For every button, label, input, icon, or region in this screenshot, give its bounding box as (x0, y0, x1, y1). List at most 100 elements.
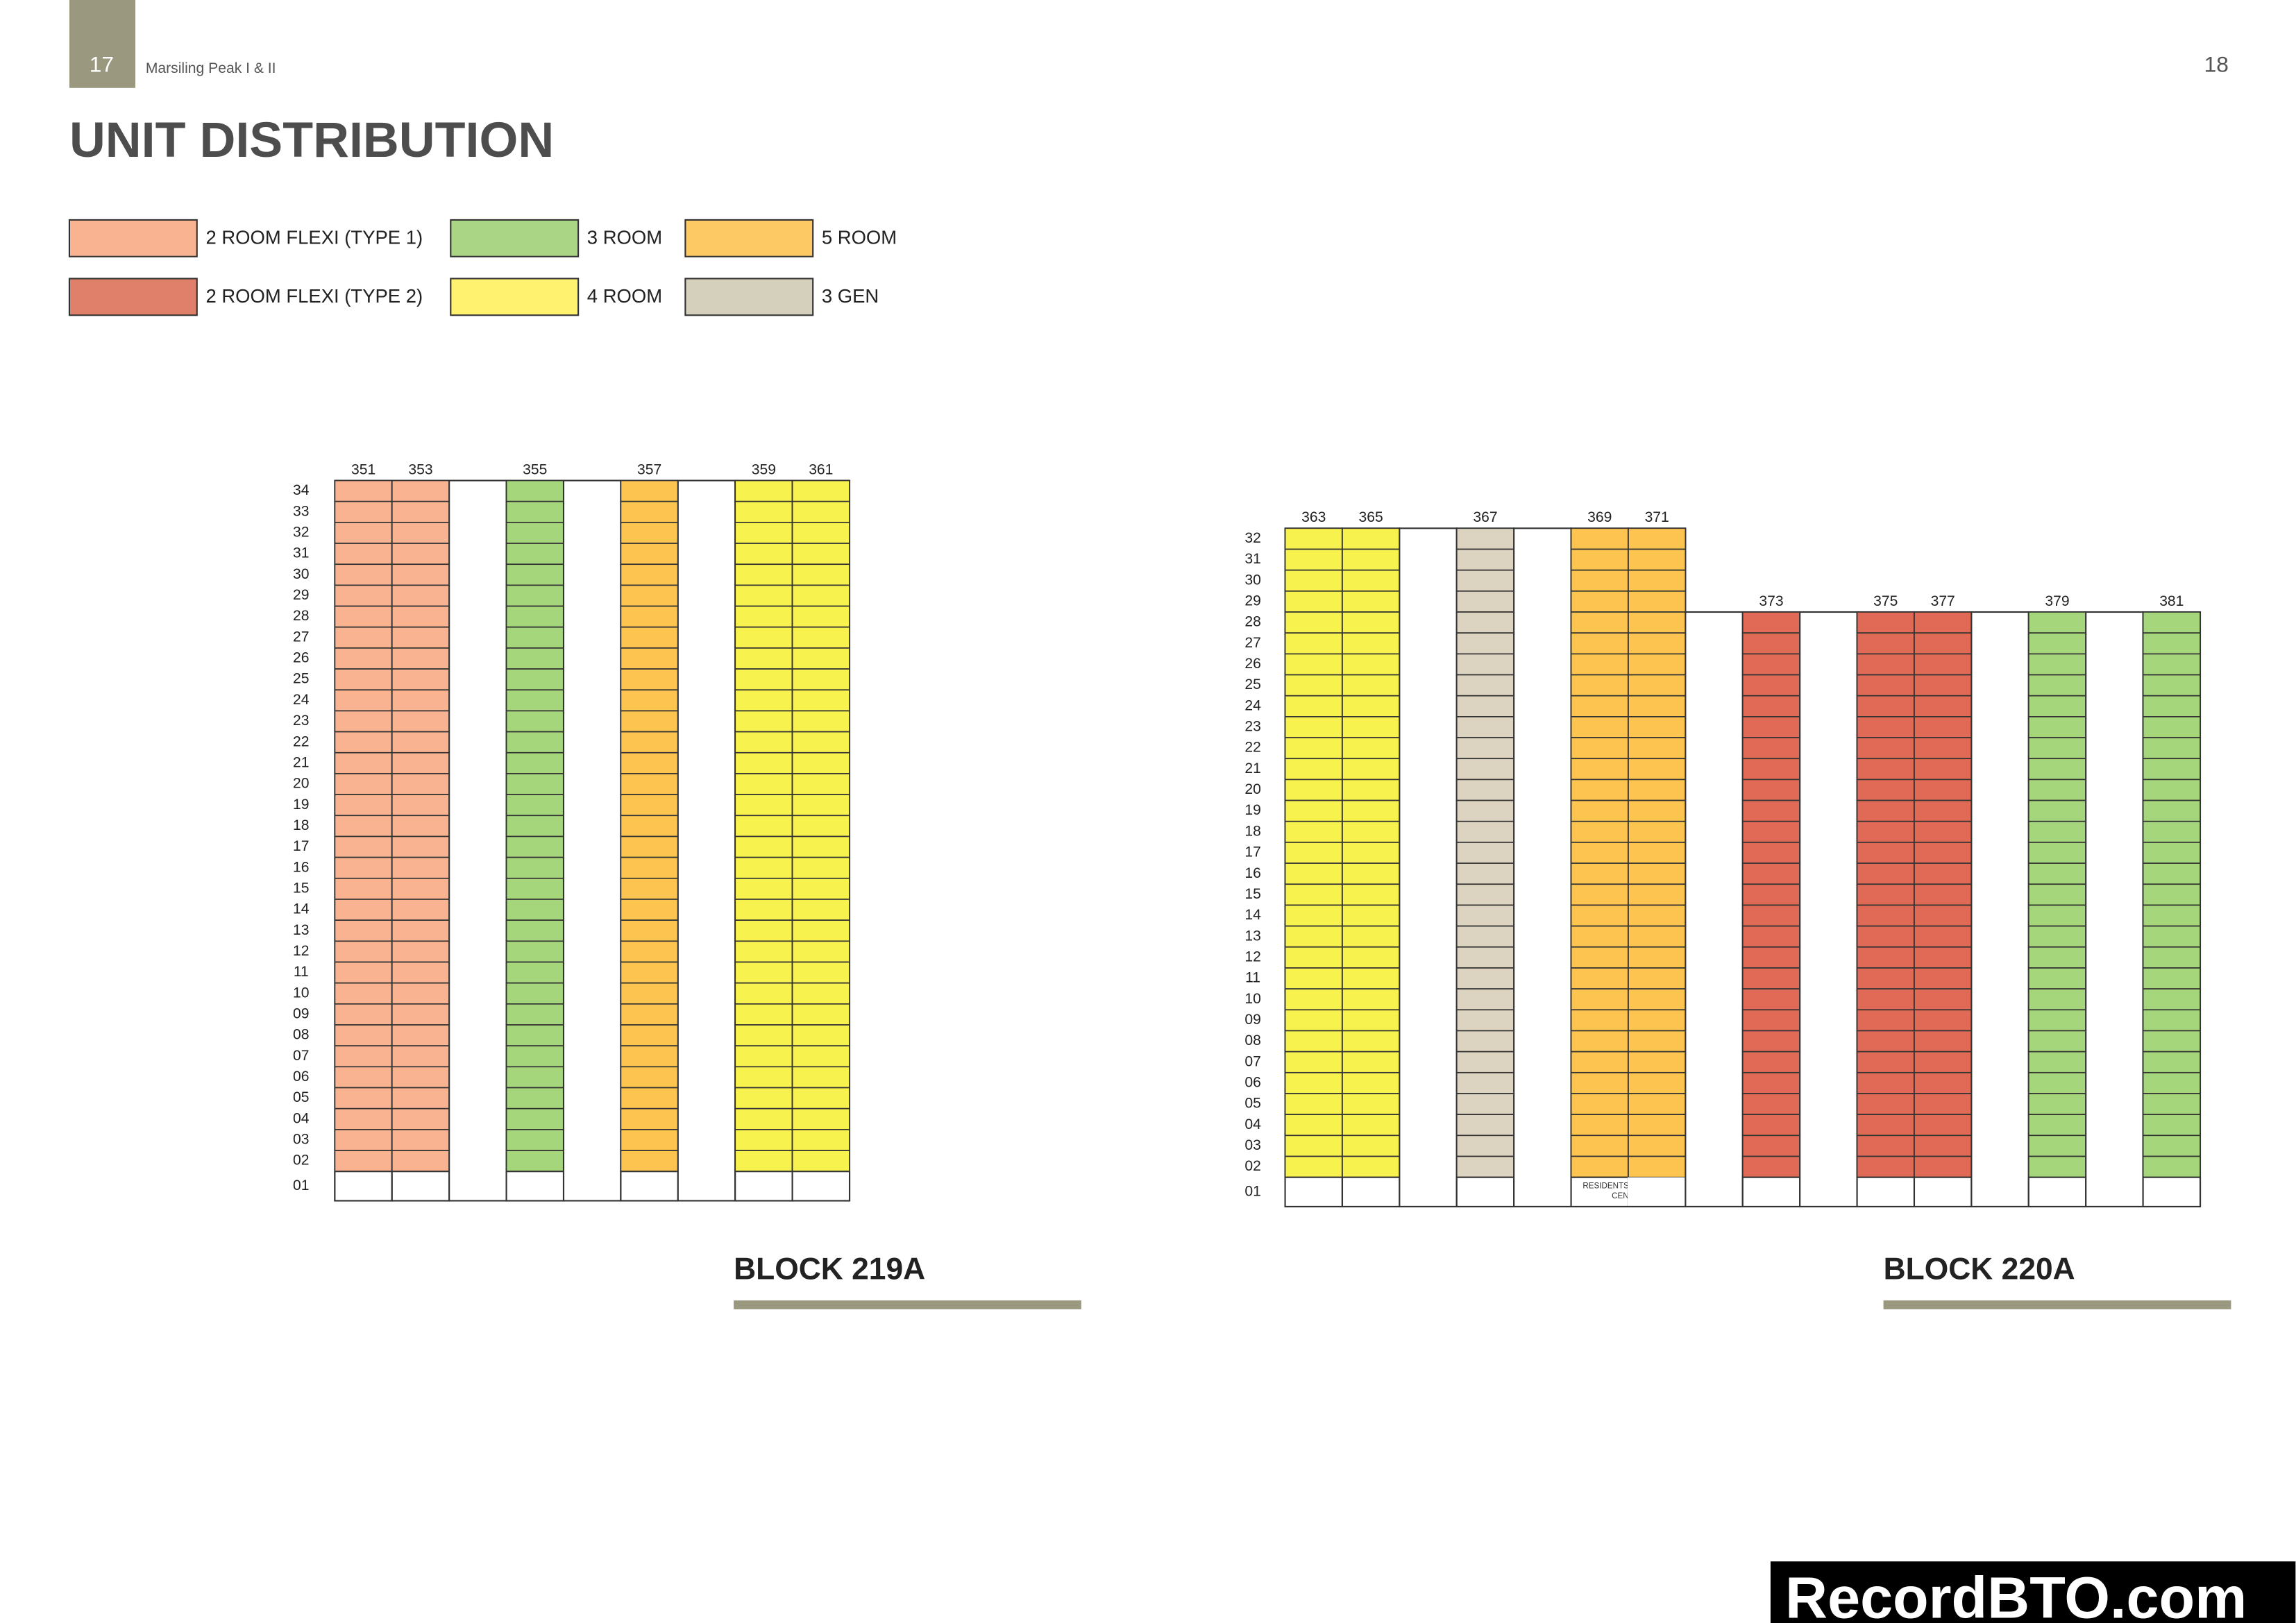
unit-cell (334, 1129, 393, 1151)
unit-cell (791, 835, 850, 858)
unit-cell (1570, 674, 1629, 697)
unit-cell (1570, 1051, 1629, 1073)
unit-cell (1856, 632, 1915, 655)
unit-cell (2142, 863, 2201, 885)
unit-cell (1570, 967, 1629, 989)
unit-cell (1741, 863, 1801, 885)
unit-cell (391, 1150, 450, 1173)
block-underline (734, 1300, 1081, 1309)
unit-cell (1856, 799, 1915, 822)
unit-cell (1856, 925, 1915, 948)
unit-number: 353 (408, 461, 432, 477)
unit-cell (2027, 967, 2087, 989)
unit-cell (791, 982, 850, 1005)
unit-cell (1914, 1051, 1973, 1073)
unit-cell (620, 794, 679, 817)
unit-cell (505, 773, 564, 795)
floor-label: 30 (1244, 572, 1260, 588)
unit-number: 373 (1759, 593, 1783, 609)
unit-cell (1284, 1093, 1343, 1116)
unit-cell (2027, 1030, 2087, 1053)
unit-cell (1455, 1030, 1515, 1053)
unit-cell (1856, 820, 1915, 843)
unit-cell (734, 1003, 793, 1026)
floor-label: 21 (1244, 760, 1260, 776)
floor-label: 26 (1244, 656, 1260, 672)
unit-cell (1570, 1071, 1629, 1094)
unit-cell (2027, 737, 2087, 760)
unit-cell (1914, 820, 1973, 843)
unit-cell (391, 710, 450, 733)
floor-label: 31 (1244, 551, 1260, 567)
unit-cell (1741, 1135, 1801, 1157)
unit-cell (1342, 1030, 1401, 1053)
ground-cell (505, 1171, 565, 1202)
unit-cell (1342, 1114, 1401, 1137)
unit-cell (1455, 842, 1515, 864)
unit-cell (734, 899, 793, 921)
legend-label: 5 ROOM (822, 227, 897, 248)
unit-cell (1284, 779, 1343, 801)
floor-label: 01 (1244, 1183, 1260, 1199)
unit-cell (1628, 674, 1687, 697)
unit-cell (2027, 863, 2087, 885)
unit-cell (791, 563, 850, 586)
unit-cell (1914, 737, 1973, 760)
unit-cell (1342, 904, 1401, 927)
unit-cell (791, 1129, 850, 1151)
block-name: BLOCK 220A (1884, 1252, 2075, 1286)
unit-cell (1342, 674, 1401, 697)
unit-cell (1856, 758, 1915, 781)
unit-cell (734, 689, 793, 712)
floor-label: 19 (1244, 802, 1260, 818)
unit-cell (1914, 1009, 1973, 1032)
unit-cell (620, 1107, 679, 1130)
unit-cell (334, 961, 393, 984)
unit-cell (620, 1150, 679, 1173)
unit-cell (1914, 863, 1973, 885)
ground-cell (334, 1171, 393, 1202)
unit-cell (1856, 842, 1915, 864)
ground-cell (1284, 1176, 1344, 1207)
unit-cell (1914, 967, 1973, 989)
unit-cell (791, 899, 850, 921)
floor-label: 33 (293, 503, 309, 519)
page-number: 17 (90, 51, 114, 76)
floor-label: 20 (293, 776, 309, 792)
unit-cell (505, 731, 564, 754)
ground-cell (2142, 1176, 2202, 1207)
unit-cell (1284, 1135, 1343, 1157)
unit-cell (1342, 653, 1401, 676)
unit-cell (620, 835, 679, 858)
unit-cell (334, 543, 393, 566)
unit-cell (2142, 737, 2201, 760)
unit-cell (791, 1024, 850, 1047)
unit-cell (1914, 779, 1973, 801)
unit-cell (791, 773, 850, 795)
unit-cell (334, 835, 393, 858)
unit-cell (1455, 863, 1515, 885)
unit-cell (1628, 946, 1687, 969)
unit-cell (1342, 779, 1401, 801)
unit-cell (1741, 1093, 1801, 1116)
unit-cell (1914, 883, 1973, 906)
unit-cell (1455, 695, 1515, 717)
unit-cell (791, 626, 850, 649)
floor-label: 16 (1244, 865, 1260, 881)
floor-label: 27 (293, 629, 309, 645)
unit-cell (1342, 820, 1401, 843)
unit-cell (334, 605, 393, 628)
unit-cell (1342, 1051, 1401, 1073)
unit-cell (1628, 590, 1687, 613)
watermark-box (1770, 1561, 2296, 1623)
floor-label: 04 (1244, 1116, 1261, 1132)
unit-cell (1856, 1135, 1915, 1157)
unit-cell (334, 877, 393, 900)
unit-cell (334, 1066, 393, 1089)
unit-cell (1628, 820, 1687, 843)
legend-swatch (450, 219, 580, 257)
floor-label: 07 (1244, 1053, 1260, 1069)
unit-cell (505, 543, 564, 566)
unit-cell (1284, 863, 1343, 885)
unit-cell (791, 731, 850, 754)
